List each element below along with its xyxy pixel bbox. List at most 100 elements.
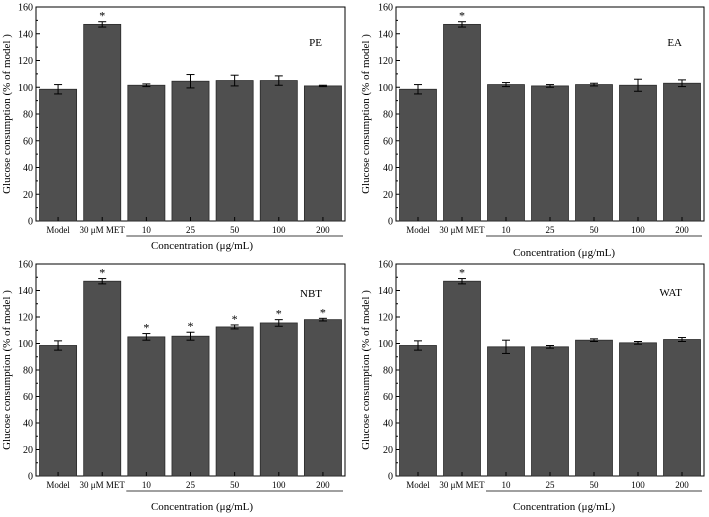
category-label: 25 [186,225,196,235]
chart-panel-wat: 0 20 40 60 80 100 120 140 160 Model * 30 μM MET 10 25… [360,260,705,513]
bar [531,85,569,222]
chart-panel-nbt: 0 20 40 60 80 100 120 140 160 Model * 30 μM MET * 10 *… [1,260,346,513]
x-axis-label: Concentration (μg/mL) [151,501,253,513]
y-tick-label: 160 [378,3,393,14]
category-label: 50 [230,480,240,490]
category-label: 30 μM MET [439,480,485,490]
significance-marker: * [232,312,238,326]
category-label: 100 [272,480,286,490]
bar [575,84,613,222]
bar [127,84,166,222]
y-tick-label: 60 [23,392,33,403]
y-tick-label: 120 [378,313,393,324]
y-tick-label: 160 [378,260,393,271]
panel-label: PE [309,37,322,49]
significance-marker: * [143,321,149,335]
significance-marker: * [99,266,105,280]
bar [215,80,254,222]
bar [303,85,342,222]
category-label: 50 [230,225,240,235]
y-tick-label: 80 [23,366,33,377]
category-label: 100 [631,480,645,490]
y-tick-label: 80 [383,366,393,377]
bar [443,23,481,222]
significance-marker: * [459,9,465,23]
bar [259,322,298,477]
y-tick-label: 120 [18,56,33,67]
category-label: 10 [502,225,512,235]
y-tick-label: 80 [383,110,393,121]
category-label: 10 [502,480,512,490]
significance-marker: * [320,305,326,319]
y-tick-label: 0 [28,217,33,228]
y-tick-label: 20 [383,190,393,201]
bar [663,339,701,477]
y-tick-label: 40 [23,419,33,430]
panel-label: NBT [300,288,322,300]
y-tick-label: 120 [18,313,33,324]
bar [619,342,657,477]
bar [259,80,298,222]
category-label: 10 [142,225,152,235]
category-label: 100 [272,225,286,235]
chart-panel-pe: 0 20 40 60 80 100 120 140 160 Model * 30 μM MET 10 25… [1,3,346,252]
category-label: Model [46,480,70,490]
category-label: 10 [142,480,152,490]
bar [663,82,701,222]
y-tick-label: 40 [23,163,33,174]
y-tick-label: 100 [18,339,33,350]
y-tick-label: 0 [388,217,393,228]
x-axis-label: Concentration (μg/mL) [513,501,615,513]
y-tick-label: 140 [378,29,393,40]
chart-panel-ea: 0 20 40 60 80 100 120 140 160 Model * 30 μM MET 10 25… [360,3,705,259]
category-label: 50 [590,225,600,235]
x-axis-label: Concentration (μg/mL) [513,247,615,259]
bar [575,339,613,477]
category-label: 200 [675,480,689,490]
category-label: 30 μM MET [80,225,126,235]
y-tick-label: 140 [18,29,33,40]
category-label: 30 μM MET [80,480,126,490]
bar [531,346,569,477]
bar [127,336,166,477]
category-label: 30 μM MET [439,225,485,235]
y-tick-label: 140 [18,286,33,297]
y-tick-label: 100 [378,339,393,350]
y-tick-label: 0 [28,472,33,483]
bar [39,88,78,222]
y-tick-label: 100 [18,83,33,94]
category-label: Model [406,225,430,235]
category-label: 25 [186,480,196,490]
bar [83,23,122,222]
y-axis-label: Glucose consumption (% of model ) [1,290,13,450]
bar [487,84,525,222]
y-tick-label: 80 [23,110,33,121]
significance-marker: * [188,319,194,333]
y-tick-label: 60 [383,392,393,403]
bar [487,346,525,477]
category-label: Model [46,225,70,235]
y-axis-label: Glucose consumption (% of model ) [360,34,372,194]
category-label: 25 [546,480,556,490]
x-axis-label: Concentration (μg/mL) [151,240,253,252]
bar [39,345,78,477]
category-label: 200 [316,225,330,235]
bar [619,84,657,222]
category-label: 100 [631,225,645,235]
category-label: 25 [546,225,556,235]
y-tick-label: 160 [18,3,33,14]
significance-marker: * [99,9,105,23]
y-tick-label: 160 [18,260,33,271]
y-tick-label: 100 [378,83,393,94]
y-tick-label: 20 [23,190,33,201]
bar [171,80,210,222]
category-label: 50 [590,480,600,490]
y-axis-label: Glucose consumption (% of model ) [360,290,372,450]
significance-marker: * [459,266,465,280]
y-axis-label: Glucose consumption (% of model ) [1,34,13,194]
y-tick-label: 0 [388,472,393,483]
bar [83,280,122,477]
y-tick-label: 20 [23,445,33,456]
category-label: 200 [675,225,689,235]
panel-label: EA [667,37,682,49]
